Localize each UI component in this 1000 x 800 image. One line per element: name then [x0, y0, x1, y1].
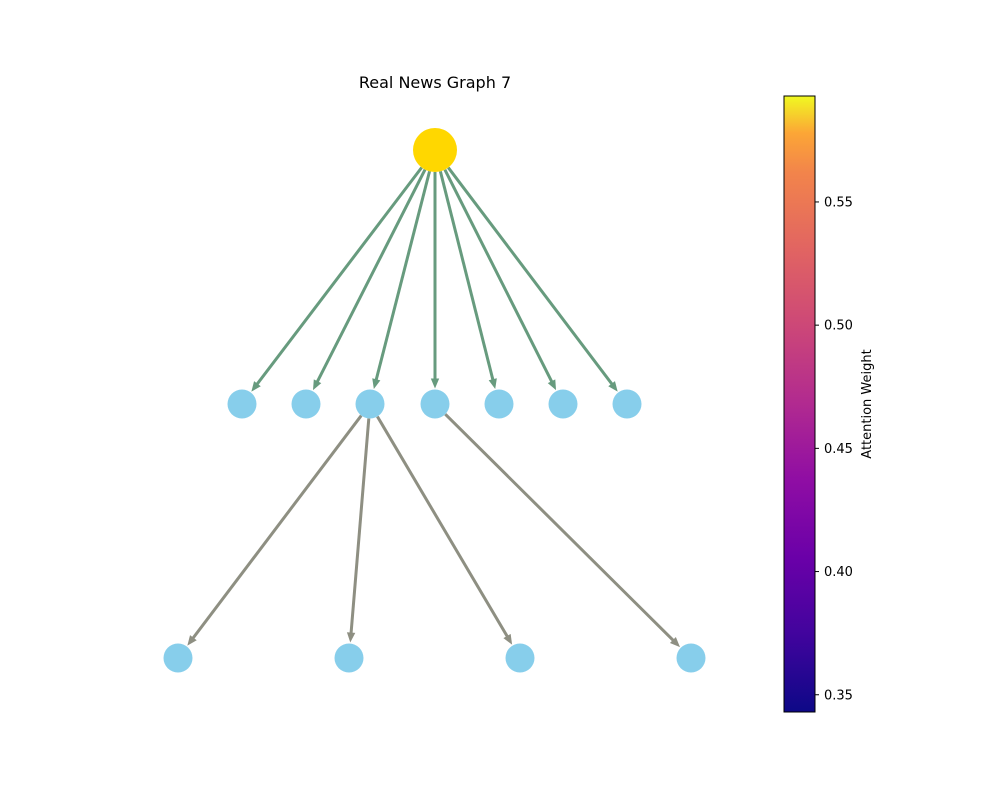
colorbar-tick-label: 0.50: [824, 319, 853, 334]
edge-arrowhead: [313, 379, 322, 391]
chart-title: Real News Graph 7: [359, 73, 511, 92]
edge-0-5: [438, 170, 497, 389]
edge-arrowhead: [503, 633, 513, 645]
edge-line: [447, 166, 615, 387]
child-node-10: [505, 643, 535, 673]
edge-arrowhead: [187, 635, 197, 646]
root-node: [413, 128, 457, 172]
edge-line: [349, 418, 371, 635]
colorbar-tick-label: 0.55: [824, 195, 853, 210]
edge-0-6: [443, 168, 557, 391]
edge-arrowhead: [547, 379, 557, 391]
child-node-8: [163, 643, 193, 673]
edge-arrowhead: [251, 381, 261, 392]
colorbar-label: Attention Weight: [860, 349, 875, 458]
edge-arrowhead: [430, 378, 440, 389]
child-node-4: [420, 389, 450, 419]
edge-arrowhead: [488, 378, 497, 389]
colorbar-tick-label: 0.35: [824, 688, 853, 703]
child-node-11: [676, 643, 706, 673]
child-node-9: [334, 643, 364, 673]
edge-0-1: [251, 166, 423, 392]
edge-arrowhead: [669, 637, 680, 648]
edge-0-4: [430, 172, 440, 389]
edge-line: [438, 170, 495, 382]
child-node-2: [291, 389, 321, 419]
child-node-3: [355, 389, 385, 419]
edge-line: [443, 168, 554, 384]
child-node-7: [612, 389, 642, 419]
edge-3-10: [376, 415, 513, 645]
edge-arrowhead: [372, 378, 381, 389]
edge-4-11: [444, 413, 680, 648]
edges-layer: [187, 166, 680, 648]
nodes-layer: [163, 128, 706, 673]
edge-line: [376, 415, 510, 639]
edge-arrowhead: [608, 381, 618, 392]
child-node-6: [548, 389, 578, 419]
edge-0-7: [447, 166, 618, 392]
child-node-5: [484, 389, 514, 419]
child-node-1: [227, 389, 257, 419]
edge-line: [444, 413, 676, 643]
edge-0-2: [313, 168, 427, 391]
edge-3-9: [346, 418, 371, 643]
colorbar-gradient: [783, 95, 816, 713]
edge-3-8: [187, 414, 363, 646]
edge-0-3: [372, 170, 431, 389]
colorbar: 0.35 0.40 0.45 0.50 0.55 Attention Weight: [783, 95, 875, 713]
edge-arrowhead: [346, 632, 356, 643]
edge-line: [374, 170, 431, 382]
colorbar-tick-label: 0.40: [824, 565, 853, 580]
edge-line: [190, 414, 363, 641]
colorbar-ticks: 0.35 0.40 0.45 0.50 0.55: [815, 195, 853, 703]
colorbar-tick-label: 0.45: [824, 442, 853, 457]
edge-line: [315, 168, 427, 384]
edge-line: [255, 166, 423, 387]
